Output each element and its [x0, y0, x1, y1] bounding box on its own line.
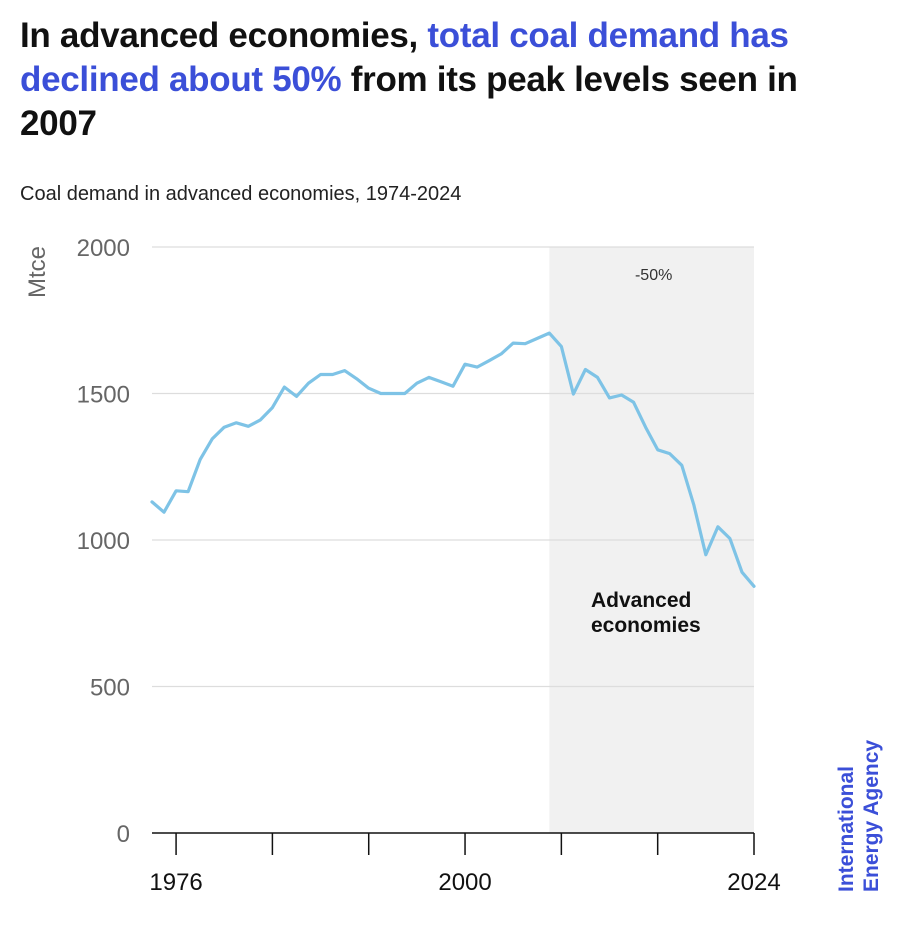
x-tick-label-1976: 1976: [149, 869, 202, 896]
brand-line-2: Energy Agency: [860, 739, 883, 892]
x-tick-label-2000: 2000: [438, 869, 491, 896]
y-tick-label-1000: 1000: [77, 528, 130, 555]
headline-part-3: from its peak levels seen in 2007: [20, 60, 798, 143]
y-tick-label-1500: 1500: [77, 382, 130, 409]
decline-annotation: -50%: [635, 267, 672, 284]
series-label-word-0: Advanced: [591, 589, 691, 612]
brand-line-1: International: [835, 765, 858, 892]
chart-subtitle: Coal demand in advanced economies, 1974-…: [20, 183, 462, 205]
y-axis-label: Mtce: [24, 246, 51, 298]
y-tick-label-0: 0: [117, 821, 130, 848]
y-tick-label-2000: 2000: [77, 235, 130, 262]
series-label-advanced-economies: Advanced economies: [591, 589, 701, 637]
y-tick-label-500: 500: [90, 675, 130, 702]
headline: In advanced economies, total coal demand…: [20, 14, 880, 146]
series-line-advanced-economies: [150, 331, 756, 588]
headline-highlight: total coal demand has declined about 50%: [20, 16, 789, 99]
headline-part-1: In advanced economies,: [20, 16, 428, 55]
series-label-word-1: economies: [591, 614, 701, 637]
x-tick-label-2024: 2024: [727, 869, 780, 896]
iea-logo-text: International Energy Agency: [834, 692, 884, 892]
